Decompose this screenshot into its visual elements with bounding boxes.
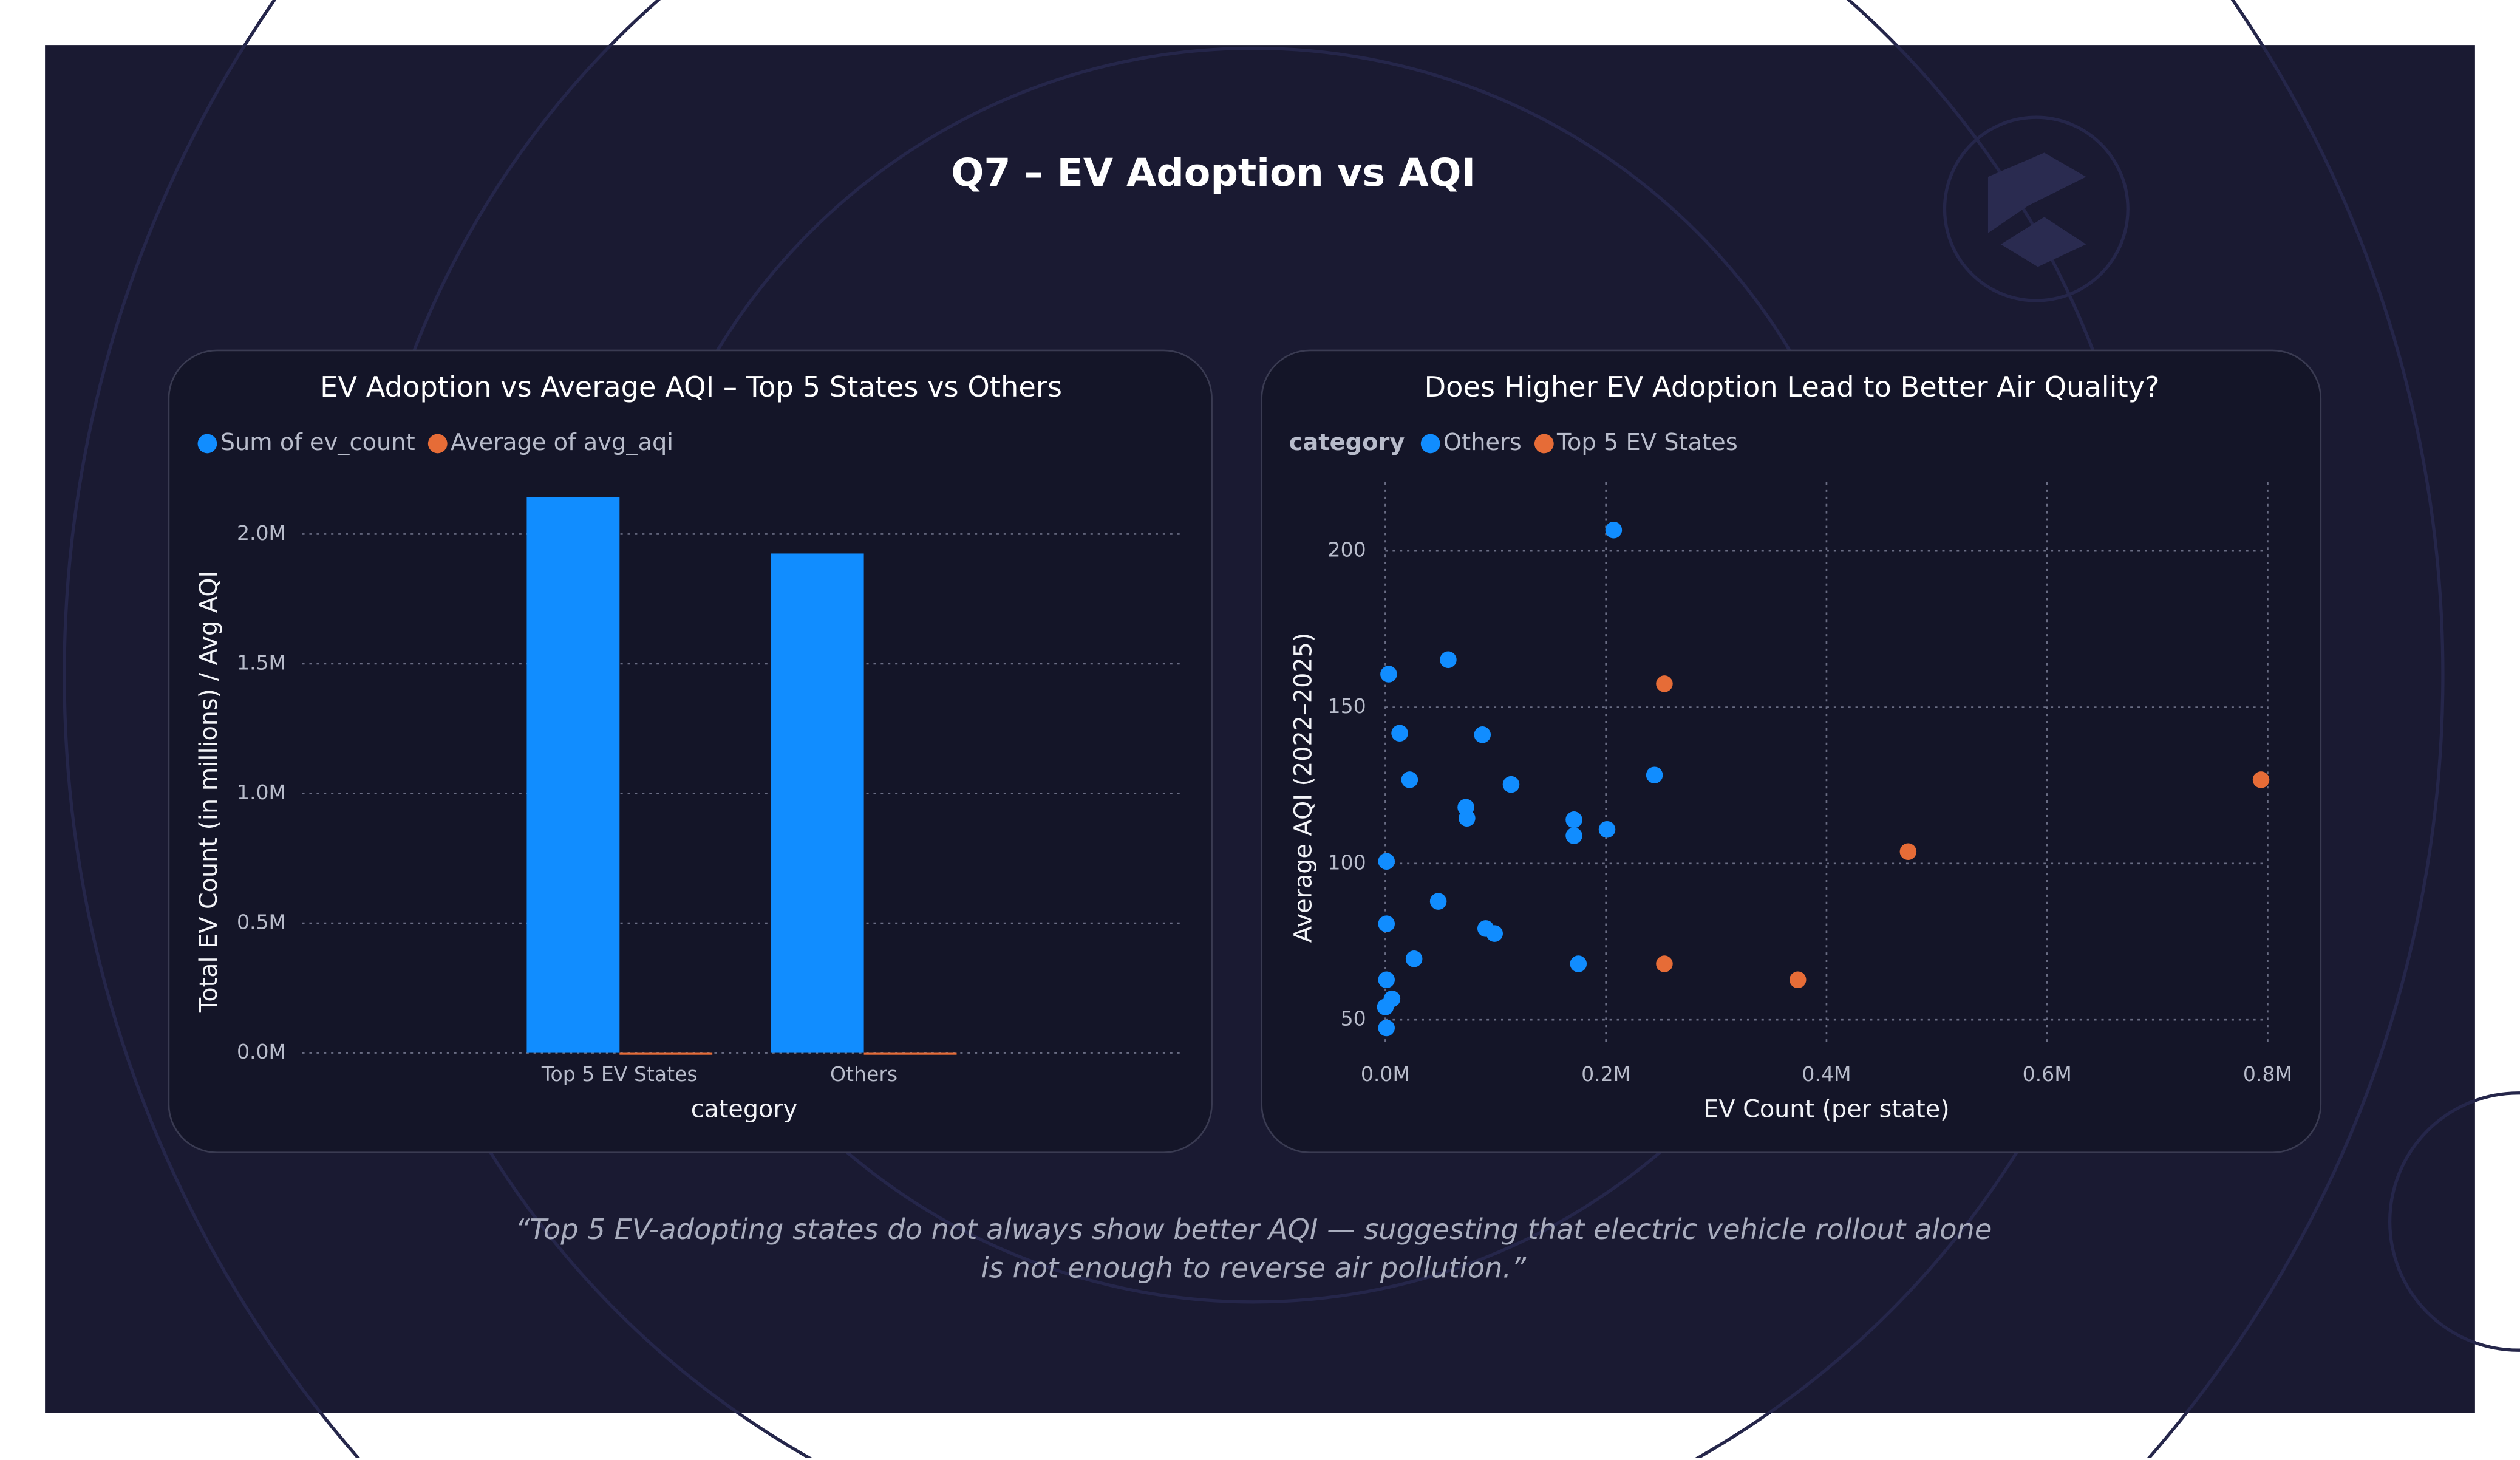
- scatter-point: [1391, 725, 1408, 742]
- scatter-point: [1378, 853, 1395, 870]
- y-tick-label: 1.0M: [237, 780, 286, 804]
- legend-swatch: [1420, 434, 1440, 454]
- scatter-point: [1401, 771, 1418, 788]
- scatter-point: [1377, 998, 1394, 1015]
- chart-title: EV Adoption vs Average AQI – Top 5 State…: [320, 370, 1062, 403]
- scatter-point: [2252, 771, 2270, 788]
- x-tick-label: 0.6M: [2023, 1062, 2072, 1086]
- card: [1261, 349, 2322, 1153]
- y-tick-label: 200: [1328, 538, 1366, 562]
- card: [168, 349, 1213, 1153]
- caption: is not enough to reverse air pollution.”: [981, 1251, 1527, 1284]
- legend-swatch: [1534, 434, 1554, 454]
- scatter-point: [1605, 521, 1623, 539]
- scatter-point: [1502, 776, 1520, 793]
- y-axis-title: Total EV Count (in millions) / Avg AQI: [195, 571, 223, 1013]
- x-tick-label: 0.4M: [1802, 1062, 1851, 1086]
- x-tick-label: 0.2M: [1581, 1062, 1630, 1086]
- x-tick-label: Top 5 EV States: [541, 1062, 698, 1086]
- caption: “Top 5 EV-adopting states do not always …: [515, 1213, 1992, 1246]
- scatter-point: [1429, 893, 1447, 910]
- chart-title: Does Higher EV Adoption Lead to Better A…: [1424, 370, 2159, 403]
- scatter-point: [1646, 766, 1663, 783]
- y-tick-label: 0.5M: [237, 910, 286, 934]
- bar: [526, 497, 620, 1053]
- scatter-point: [1656, 675, 1673, 692]
- y-tick-label: 100: [1328, 850, 1366, 874]
- x-tick-label: Others: [830, 1062, 897, 1086]
- y-tick-label: 1.5M: [237, 650, 286, 674]
- y-tick-label: 150: [1328, 694, 1366, 718]
- bar: [863, 1052, 957, 1055]
- scatter-point: [1598, 820, 1616, 838]
- scatter-point: [1380, 666, 1397, 683]
- x-tick-label: 0.0M: [1361, 1062, 1410, 1086]
- scatter-point: [1565, 811, 1582, 828]
- scatter-point: [1899, 843, 1917, 861]
- x-axis-title: EV Count (per state): [1703, 1095, 1949, 1123]
- scatter-point: [1565, 827, 1582, 844]
- legend-label: Top 5 EV States: [1556, 429, 1738, 456]
- legend-label: Others: [1443, 429, 1522, 456]
- scatter-point: [1789, 971, 1807, 989]
- bar: [619, 1052, 713, 1055]
- scatter-point: [1474, 726, 1491, 743]
- scatter-point: [1440, 651, 1457, 669]
- legend-label: Sum of ev_count: [220, 429, 415, 456]
- x-tick-label: 0.8M: [2243, 1062, 2292, 1086]
- scatter-point: [1656, 955, 1673, 972]
- y-tick-label: 50: [1341, 1007, 1366, 1031]
- y-tick-label: 2.0M: [237, 521, 286, 545]
- scatter-point: [1378, 915, 1395, 932]
- scatter-point: [1378, 1019, 1395, 1037]
- scatter-point: [1378, 971, 1395, 989]
- scatter-point: [1570, 955, 1587, 972]
- x-axis-title: category: [691, 1095, 797, 1123]
- y-axis-title: Average AQI (2022–2025): [1290, 633, 1318, 943]
- legend-swatch: [427, 434, 448, 454]
- scatter-point: [1405, 950, 1423, 967]
- scatter-point: [1486, 925, 1503, 942]
- bar: [771, 553, 864, 1053]
- page-title: Q7 – EV Adoption vs AQI: [951, 150, 1476, 195]
- legend-title: category: [1289, 429, 1405, 456]
- legend-swatch: [197, 434, 217, 454]
- y-tick-label: 0.0M: [237, 1040, 286, 1063]
- scatter-point: [1459, 810, 1476, 827]
- legend-label: Average of avg_aqi: [451, 429, 673, 456]
